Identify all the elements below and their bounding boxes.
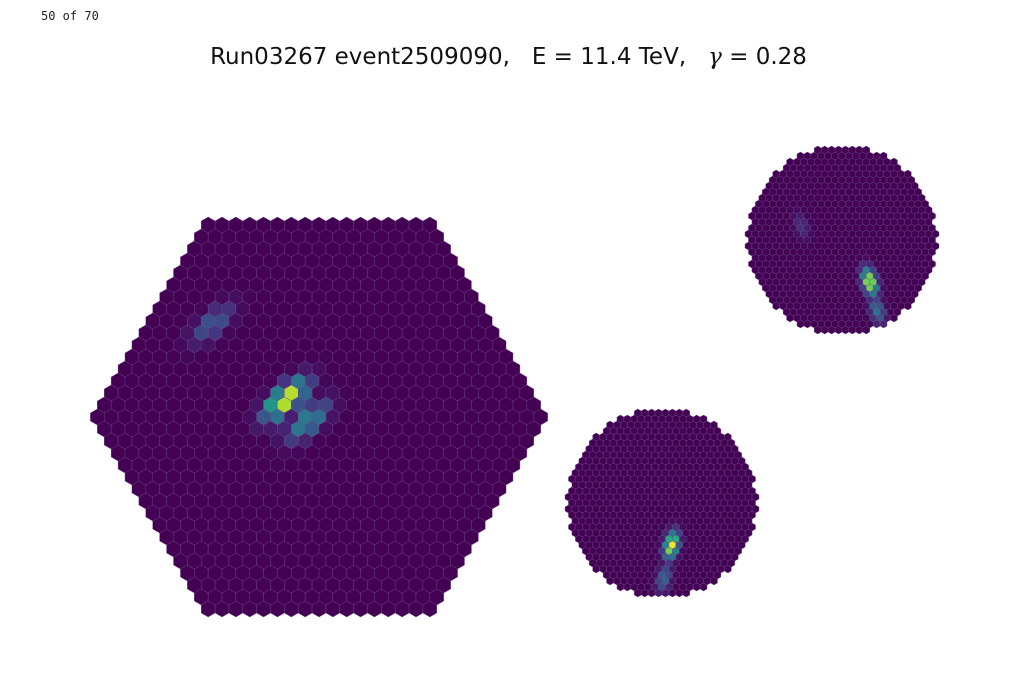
camera-pixel	[641, 588, 649, 598]
camera-pixel	[661, 588, 670, 598]
camera-pixel	[803, 319, 812, 329]
camera-pixel	[647, 588, 656, 598]
camera-pixel	[592, 564, 600, 574]
camera-pixel	[710, 576, 718, 586]
camera-pixel	[606, 576, 614, 586]
camera-pixel	[422, 600, 437, 618]
camera-pixel	[827, 325, 836, 335]
camera-pixel	[872, 319, 881, 329]
chart-title: Run03267 event2509090, E = 11.4 TeV, γ =…	[0, 44, 1017, 70]
camera-pixel	[834, 325, 843, 335]
camera-pixel	[890, 313, 898, 323]
camera-pixel	[821, 325, 829, 335]
camera-pixel	[848, 325, 857, 335]
camera-pixel	[904, 301, 912, 311]
camera-circular-top	[744, 145, 940, 335]
camera-pixel	[841, 325, 850, 335]
camera-pixel	[772, 301, 780, 311]
camera-pixel	[796, 319, 805, 329]
camera-pixel	[682, 588, 690, 598]
camera-pixel	[668, 588, 677, 598]
camera-pixel	[879, 319, 888, 329]
camera-pixel	[699, 582, 708, 592]
camera-pixel	[692, 582, 701, 592]
camera-pixel	[724, 564, 732, 574]
camera-pixel	[654, 588, 663, 598]
camera-pixel	[634, 588, 642, 598]
camera-hexagonal	[90, 216, 548, 618]
title-gamma-value: = 0.28	[721, 44, 807, 70]
camera-pixel	[675, 588, 683, 598]
camera-pixel	[855, 325, 863, 335]
camera-pixel	[623, 582, 632, 592]
title-main: Run03267 event2509090, E = 11.4 TeV,	[210, 44, 709, 70]
camera-pixel	[862, 325, 870, 335]
title-gamma-symbol: γ	[708, 44, 722, 70]
camera-pixel	[616, 582, 625, 592]
event-counter: 50 of 70	[41, 9, 99, 23]
camera-pixel	[786, 313, 794, 323]
camera-circular-small	[564, 408, 760, 598]
camera-pixel	[814, 325, 822, 335]
